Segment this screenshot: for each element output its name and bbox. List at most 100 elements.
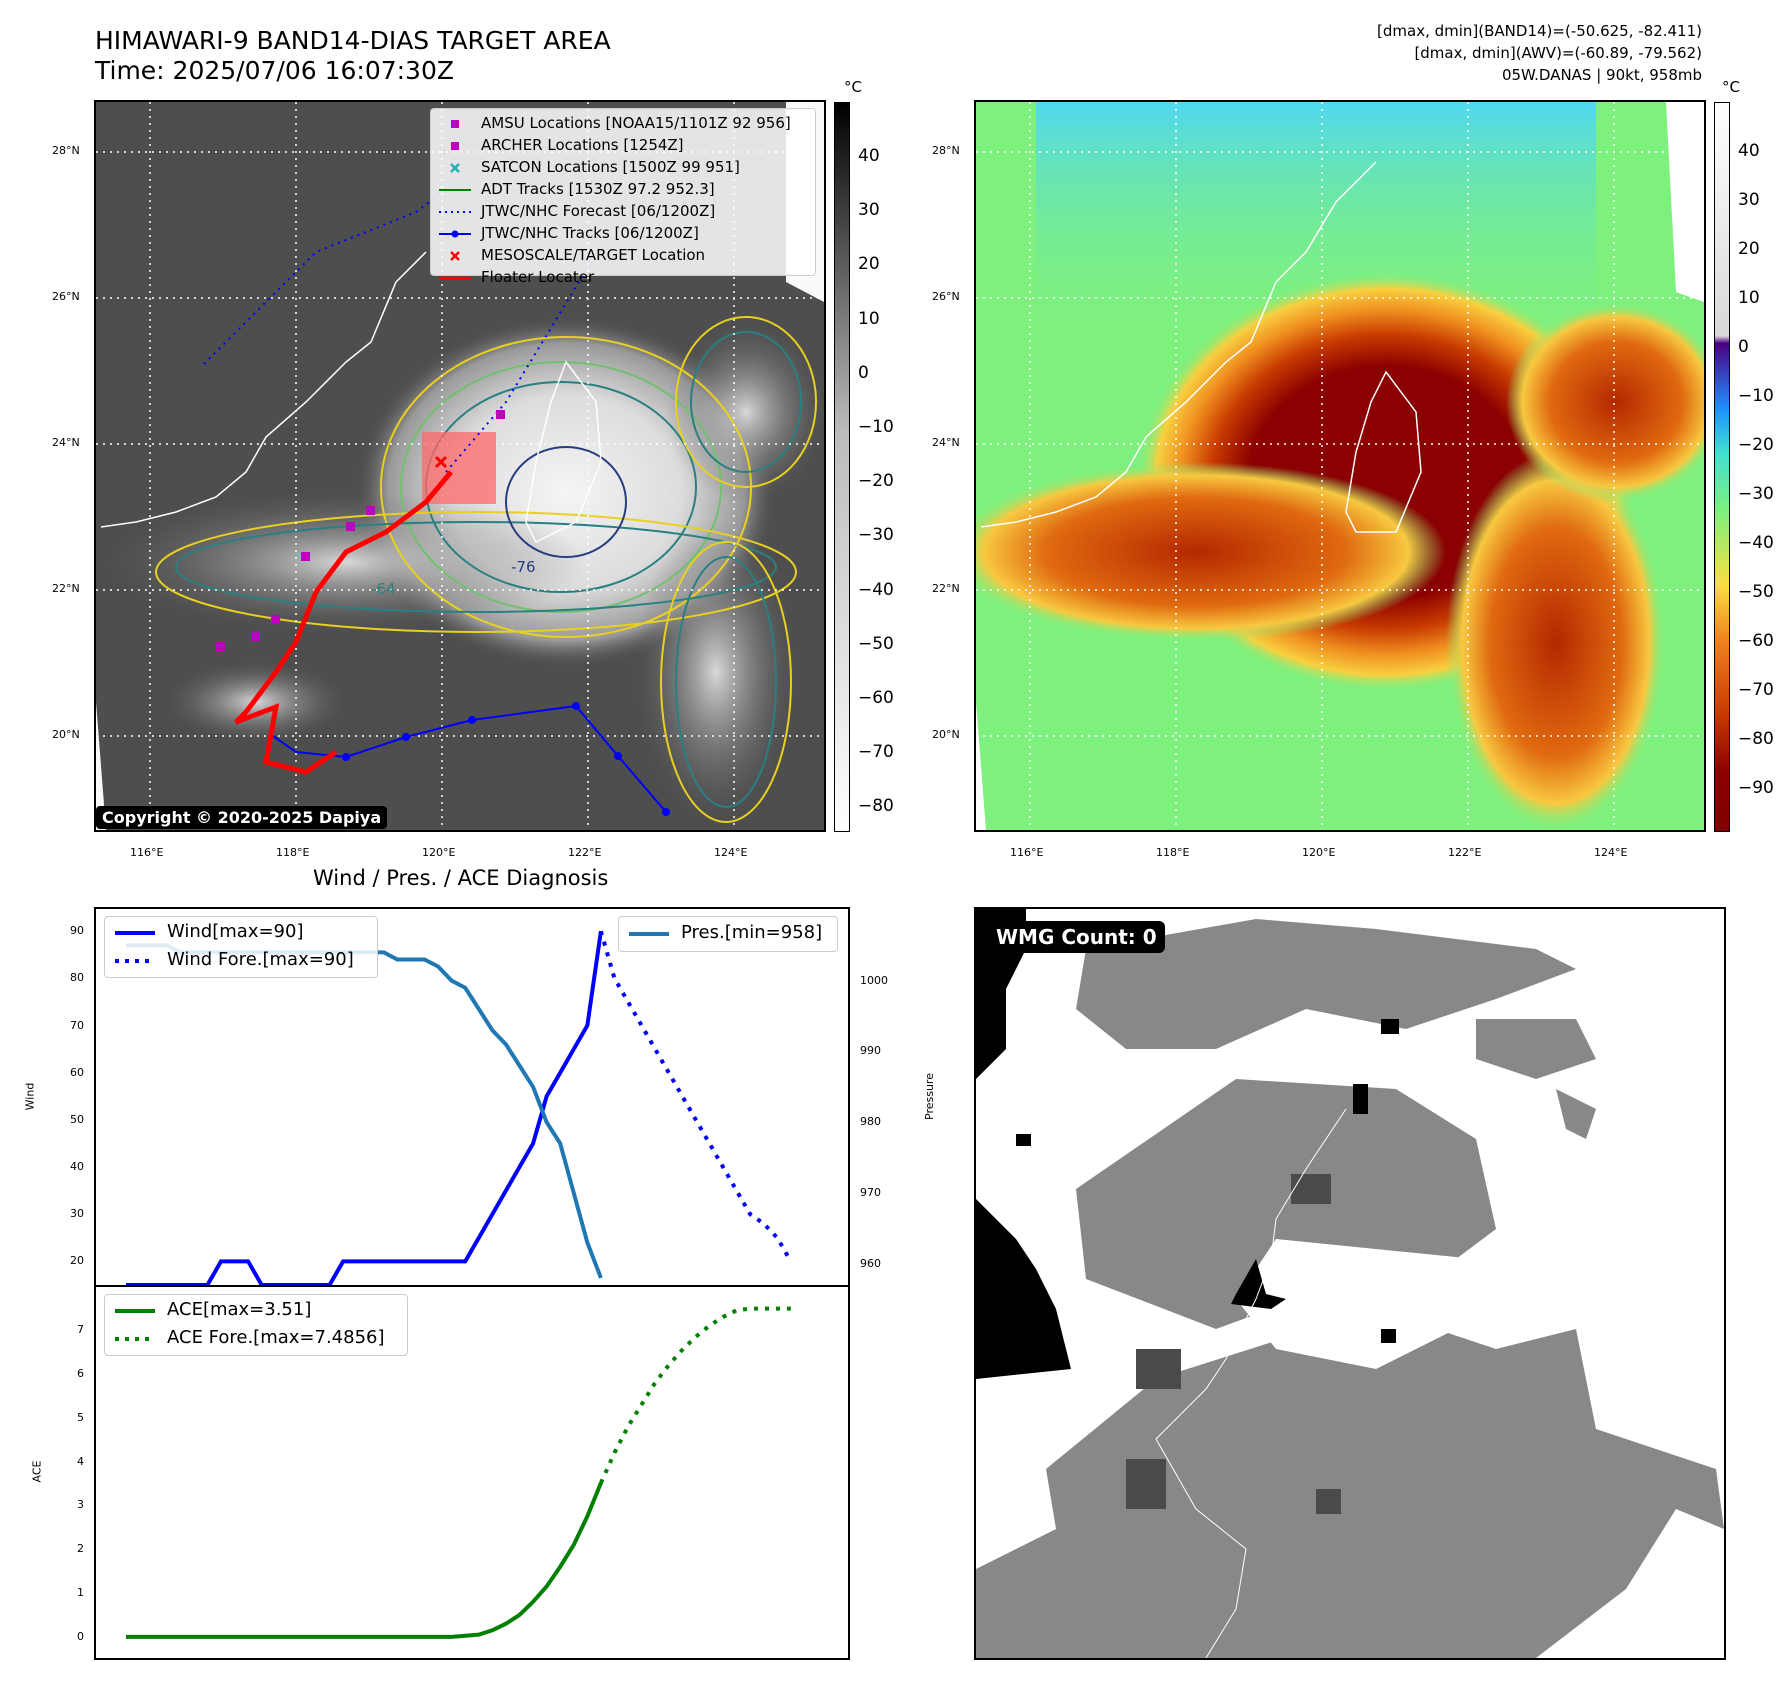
lon-tick: 124°E — [1594, 846, 1628, 859]
legend-floater: Floater Locater — [481, 268, 595, 286]
colorbar-left-tick: −30 — [858, 525, 894, 546]
wind-axis-label: Wind — [23, 1082, 37, 1111]
colorbar-right-tick: −20 — [1738, 435, 1774, 455]
colorbar-right-tick: −50 — [1738, 582, 1774, 602]
colorbar-left-tick: −20 — [858, 471, 894, 492]
colorbar-left-tick: 20 — [858, 254, 880, 275]
colorbar-right-tick: −30 — [1738, 484, 1774, 504]
pressure-axis-tick: 970 — [860, 1186, 881, 1199]
ace-axis-label: ACE — [30, 1460, 44, 1483]
contour-label: -76 — [511, 558, 536, 576]
diagnosis-title: Wind / Pres. / ACE Diagnosis — [313, 866, 609, 890]
lon-tick: 116°E — [130, 846, 164, 859]
wmg-count-badge: WMG Count: 0 — [988, 921, 1165, 953]
ace-axis-tick: 1 — [77, 1586, 84, 1600]
ace-axis-tick: 3 — [77, 1498, 84, 1512]
lat-tick: 24°N — [52, 436, 80, 449]
wind-axis-tick: 50 — [70, 1112, 84, 1126]
lon-tick: 118°E — [276, 846, 310, 859]
colorbar-left-unit: °C — [844, 78, 862, 96]
wind-axis-tick: 80 — [70, 971, 84, 985]
legend-jtwc-forecast: JTWC/NHC Forecast [06/1200Z] — [481, 202, 716, 220]
legend-jtwc-tracks: JTWC/NHC Tracks [06/1200Z] — [481, 224, 699, 242]
lon-tick: 124°E — [714, 846, 748, 859]
lat-tick: 20°N — [932, 728, 960, 741]
colorbar-left-tick: −80 — [858, 796, 894, 817]
legend-wind-forecast: Wind Fore.[max=90] — [167, 949, 354, 970]
ace-axis-tick: 4 — [77, 1454, 84, 1468]
ace-axis-tick: 0 — [77, 1629, 84, 1643]
lon-tick: 116°E — [1010, 846, 1044, 859]
colorbar-right-tick: 30 — [1738, 190, 1760, 210]
lon-tick: 122°E — [568, 846, 602, 859]
colorbar-right-unit: °C — [1722, 78, 1740, 96]
series-line-2 — [126, 943, 603, 1279]
awv-map — [974, 100, 1706, 832]
lon-tick: 120°E — [1302, 846, 1336, 859]
wind-axis-tick: 60 — [70, 1065, 84, 1079]
chart-time: Time: 2025/07/06 16:07:30Z — [95, 56, 454, 85]
ace-axis-tick: 7 — [77, 1323, 84, 1337]
colorbar-right-tick: −40 — [1738, 533, 1774, 553]
colorbar-right-tick: −70 — [1738, 680, 1774, 700]
colorbar-left-tick: −60 — [858, 688, 894, 708]
chart-title: HIMAWARI-9 BAND14-DIAS TARGET AREA — [95, 26, 611, 55]
ace-chart — [126, 1306, 791, 1639]
colorbar-left-tick: −40 — [858, 579, 894, 600]
ace-legend: ACE[max=3.51] ACE Fore.[max=7.4856] — [104, 1294, 408, 1356]
lon-tick: 120°E — [422, 846, 456, 859]
legend-wind: Wind[max=90] — [167, 921, 304, 942]
awv-map-image — [976, 102, 1704, 830]
ace-axis-tick: 2 — [77, 1542, 84, 1556]
info-band14: [dmax, dmin](BAND14)=(-50.625, -82.411) — [1377, 22, 1702, 40]
colorbar-right-tick: 0 — [1738, 337, 1749, 357]
colorbar-right-tick: −60 — [1738, 631, 1774, 651]
diagnosis-divider — [94, 1285, 850, 1287]
wind-axis-tick: 20 — [70, 1254, 84, 1268]
pressure-axis-tick: 980 — [860, 1115, 881, 1129]
series-line-1 — [598, 930, 793, 1263]
colorbar-left-tick: −10 — [858, 417, 894, 437]
wmg-image — [976, 909, 1724, 1658]
pressure-axis-tick: 960 — [860, 1256, 881, 1270]
colorbar-left-tick: −50 — [858, 633, 894, 654]
colorbar-left-tick: 40 — [858, 146, 880, 166]
colorbar-left-tick: 30 — [858, 200, 880, 221]
legend-adt: ADT Tracks [1530Z 97.2 952.3] — [481, 180, 715, 198]
lat-tick: 28°N — [932, 144, 960, 157]
legend-target: MESOSCALE/TARGET Location — [481, 246, 706, 264]
colorbar-left-tick: −70 — [858, 742, 894, 763]
wind-axis-tick: 30 — [70, 1207, 84, 1221]
map-legend: AMSU Locations [NOAA15/1101Z 92 956] ARC… — [430, 108, 816, 286]
info-awv: [dmax, dmin](AWV)=(-60.89, -79.562) — [1414, 44, 1702, 62]
legend-markers — [439, 120, 471, 280]
lat-tick: 24°N — [932, 436, 960, 449]
copyright-badge: Copyright © 2020-2025 Dapiya — [96, 806, 388, 829]
colorbar-right-tick: −90 — [1738, 778, 1774, 798]
lat-tick: 22°N — [932, 582, 960, 595]
series-line-1 — [599, 1306, 791, 1484]
ace-axis-tick: 5 — [77, 1410, 84, 1424]
legend-ace-forecast: ACE Fore.[max=7.4856] — [167, 1327, 385, 1348]
wind-axis-tick: 40 — [70, 1160, 84, 1174]
info-storm: 05W.DANAS | 90kt, 958mb — [1501, 66, 1702, 84]
colorbar-right-tick: 40 — [1738, 141, 1760, 161]
pressure-axis-tick: 990 — [860, 1044, 881, 1058]
colorbar-right-tick: 20 — [1738, 239, 1760, 259]
pressure-legend: Pres.[min=958] — [618, 916, 838, 952]
colorbar-left — [834, 102, 850, 832]
wind-axis-tick: 90 — [70, 924, 84, 938]
series-line-0 — [126, 930, 603, 1285]
wmg-panel: WMG Count: 0 — [974, 907, 1726, 1660]
legend-amsu: AMSU Locations [NOAA15/1101Z 92 956] — [481, 114, 791, 132]
wind-legend: Wind[max=90] Wind Fore.[max=90] — [104, 916, 378, 978]
band14-map: -76 -64 AMSU Locations [NOAA15/1101Z 92 … — [94, 100, 826, 832]
contour-label: -64 — [371, 580, 396, 598]
lat-tick: 22°N — [52, 582, 80, 595]
lat-tick: 20°N — [52, 728, 80, 741]
wind-axis-tick: 70 — [70, 1018, 84, 1032]
diagnosis-frame — [94, 907, 850, 1660]
lat-tick: 28°N — [52, 144, 80, 157]
series-line-0 — [126, 1482, 603, 1639]
colorbar-left-tick: 0 — [858, 362, 869, 383]
